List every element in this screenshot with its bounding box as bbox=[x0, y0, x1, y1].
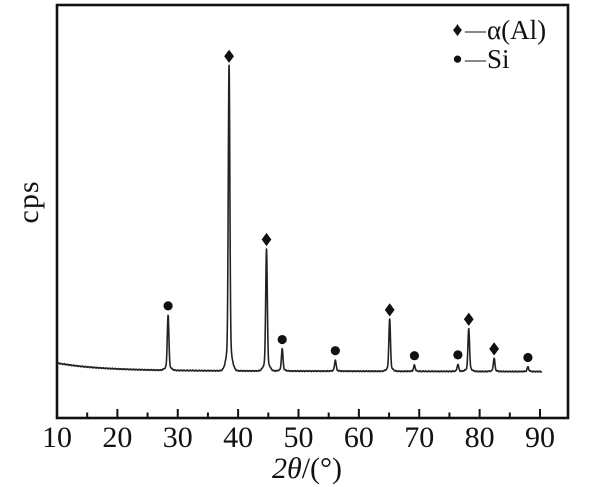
legend-item-si: ● — Si bbox=[450, 45, 546, 73]
x-tick-label: 60 bbox=[343, 421, 374, 454]
plot-border bbox=[55, 3, 570, 420]
x-axis-ticks bbox=[86, 409, 541, 417]
x-tick-label: 90 bbox=[525, 421, 555, 454]
legend: ♦ — α(Al) ● — Si bbox=[450, 16, 546, 73]
x-axis-label: 2θ/(°) bbox=[272, 452, 342, 486]
x-axis-label-unit: /(°) bbox=[301, 452, 343, 485]
peak-marker-circle bbox=[453, 350, 463, 360]
peak-marker-circle bbox=[523, 352, 533, 363]
diffraction-trace bbox=[56, 64, 543, 373]
peak-marker-diamond bbox=[261, 232, 272, 247]
y-axis-label-text: cps bbox=[12, 180, 45, 224]
legend-label-alpha-al: α(Al) bbox=[487, 14, 547, 45]
x-tick-label: 40 bbox=[223, 421, 254, 454]
peak-marker-circle bbox=[277, 334, 287, 345]
x-tick-label: 10 bbox=[42, 421, 72, 454]
x-tick-label: 30 bbox=[162, 421, 193, 454]
circle-marker-icon: ● bbox=[452, 49, 463, 68]
diamond-marker-icon: ♦ bbox=[452, 19, 463, 41]
peak-marker-diamond bbox=[224, 49, 234, 63]
x-tick-label: 80 bbox=[464, 421, 495, 454]
peak-marker-circle bbox=[163, 301, 173, 311]
y-axis-label: cps bbox=[12, 181, 46, 224]
x-tick-label: 50 bbox=[283, 421, 314, 454]
legend-separator: — bbox=[465, 18, 486, 42]
x-axis-label-symbol: 2θ bbox=[271, 452, 302, 485]
peak-marker-circle bbox=[330, 346, 340, 356]
peak-markers bbox=[163, 49, 533, 363]
legend-item-alpha-al: ♦ — α(Al) bbox=[450, 16, 546, 44]
peak-marker-diamond bbox=[463, 312, 474, 326]
peak-marker-diamond bbox=[384, 303, 395, 317]
legend-label-si: Si bbox=[487, 43, 510, 74]
x-tick-label: 20 bbox=[102, 421, 133, 454]
legend-separator: — bbox=[465, 47, 486, 71]
peak-marker-diamond bbox=[489, 342, 500, 356]
x-tick-label: 70 bbox=[404, 421, 435, 454]
peak-marker-circle bbox=[409, 351, 420, 361]
